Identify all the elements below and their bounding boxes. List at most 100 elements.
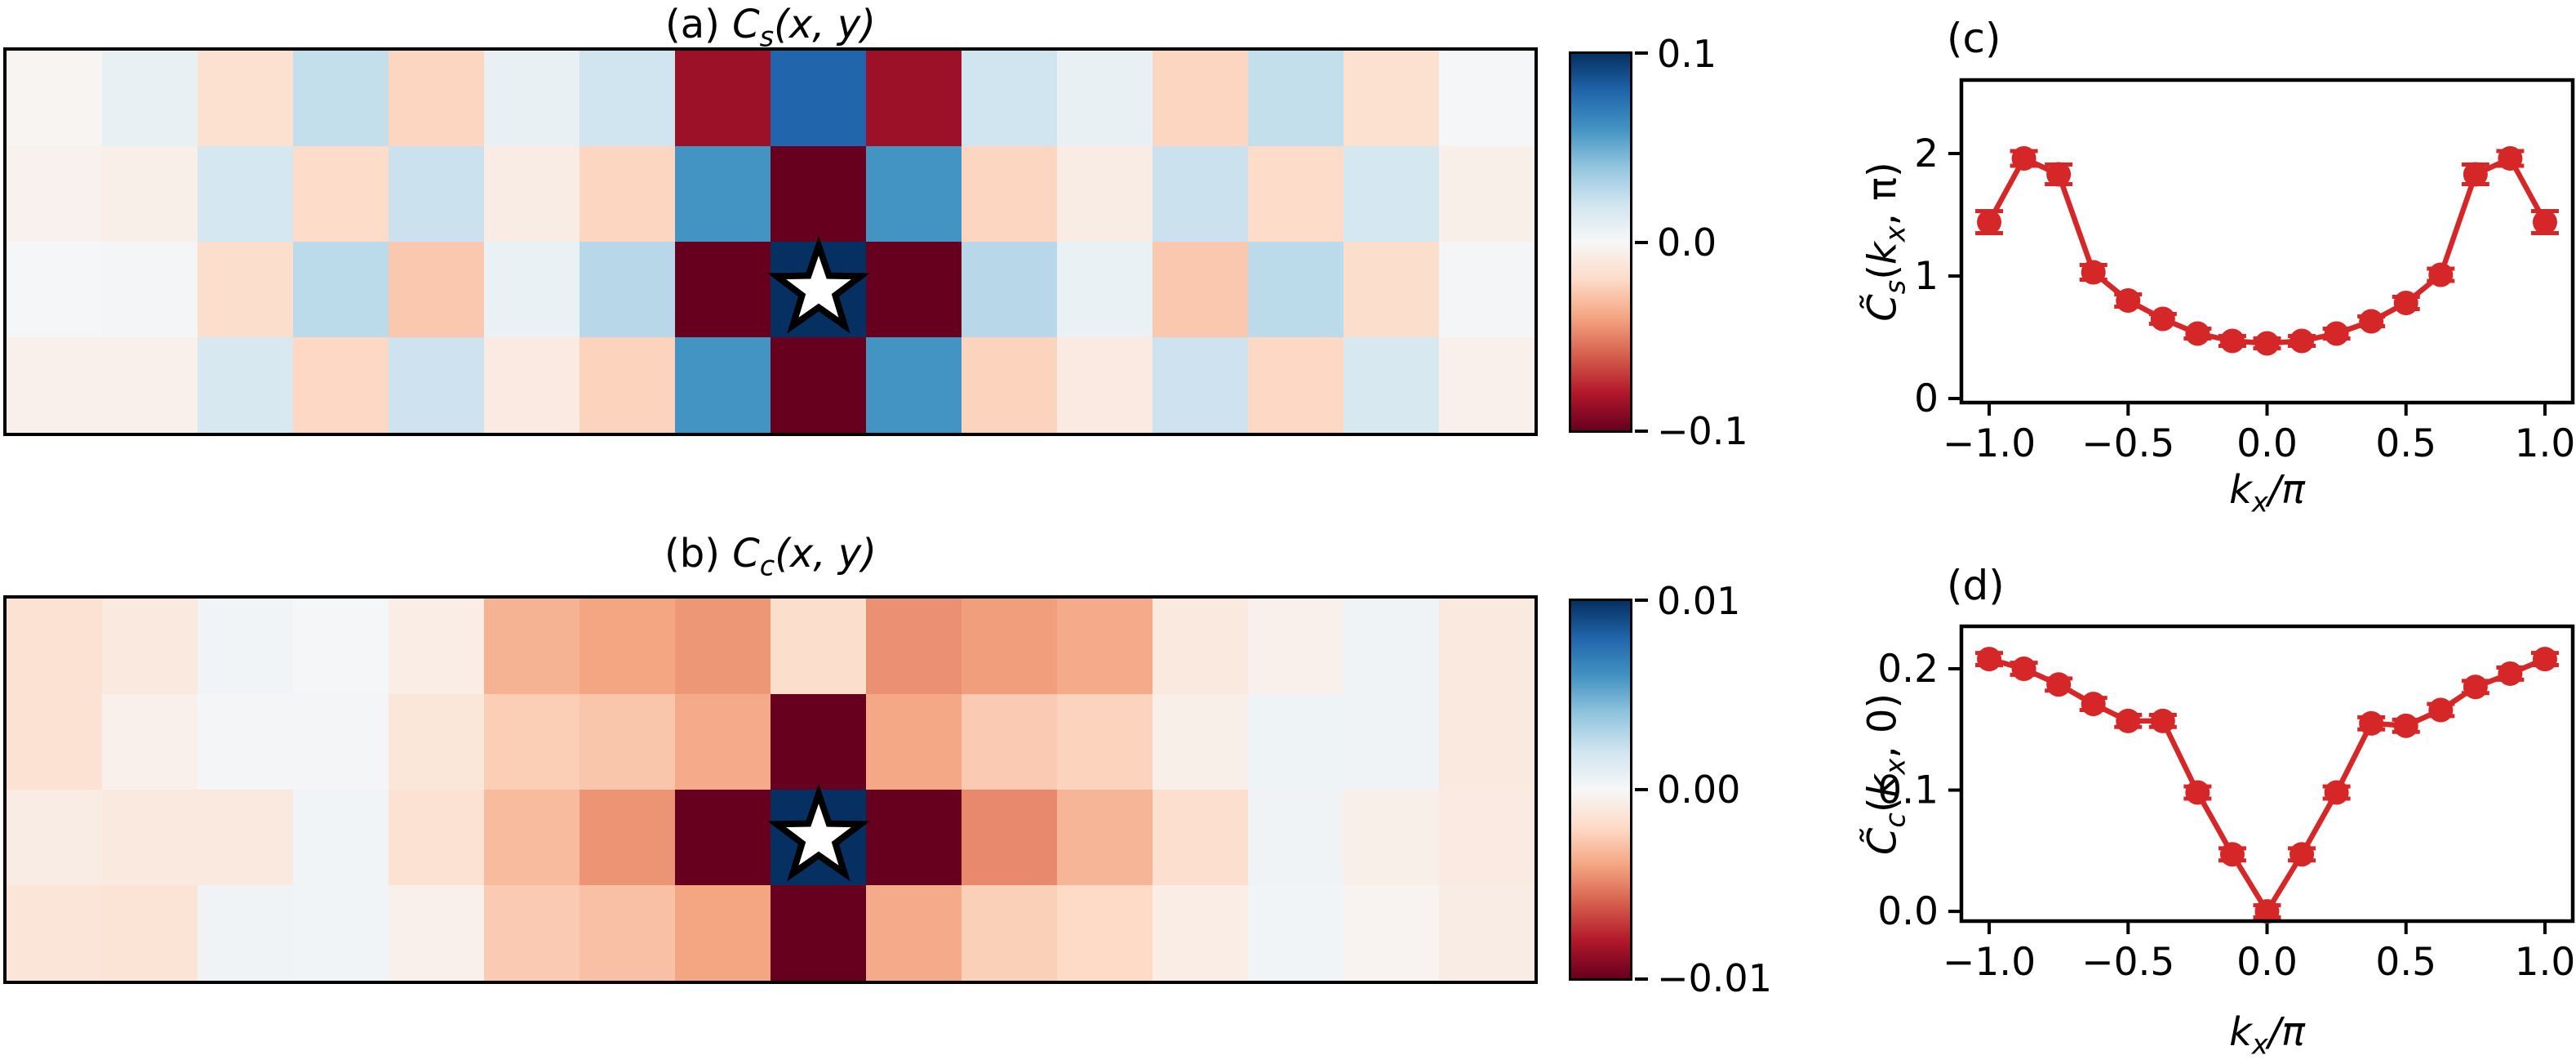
heatmap-cell xyxy=(484,790,580,886)
data-line xyxy=(1988,656,2547,915)
heatmap-cell xyxy=(866,885,962,982)
panel-b-title: (b) Cc(x, y) xyxy=(7,531,1534,582)
plot-box xyxy=(1959,78,2575,405)
heatmap-cell xyxy=(484,885,580,982)
data-point xyxy=(2150,708,2175,733)
data-point xyxy=(2254,899,2280,924)
data-point xyxy=(2116,708,2141,733)
heatmap-cell xyxy=(7,337,103,434)
heatmap-cell xyxy=(962,337,1058,434)
plot-d-ylabel-k: k xyxy=(1859,774,1906,798)
heatmap-cell xyxy=(389,146,485,243)
heatmap-cell xyxy=(1153,790,1249,886)
heatmap-cell xyxy=(198,51,294,147)
data-point xyxy=(2081,260,2106,285)
star-icon xyxy=(766,235,870,334)
heatmap-cell xyxy=(771,146,867,243)
data-point xyxy=(2185,780,2210,805)
plot-d-ylabel-symbol: C̃ xyxy=(1859,827,1906,856)
heatmap-cell xyxy=(102,337,198,434)
plot-d-ylabel-ksub: x xyxy=(1879,758,1912,775)
heatmap-cell xyxy=(198,337,294,434)
plot-d: −1.0 −0.5 0.0 0.5 1.0 0.0 0.1 0.2 xyxy=(1877,624,2576,985)
heatmap-cell xyxy=(962,242,1058,338)
heatmap-cell xyxy=(102,599,198,695)
colorbar-b-gradient xyxy=(1569,599,1632,981)
heatmap-cell xyxy=(389,337,485,434)
heatmap-cell xyxy=(1057,694,1153,790)
heatmap-cell xyxy=(580,694,676,790)
plot-c-xlabel-ksub: x xyxy=(2251,486,2268,519)
plot-d-xlabel-end: /π xyxy=(2267,1009,2305,1055)
data-point xyxy=(2254,331,2280,356)
data-point xyxy=(1977,210,2002,235)
heatmap-cell xyxy=(962,599,1058,695)
heatmap-cell xyxy=(1248,694,1344,790)
heatmap-cell xyxy=(293,790,389,886)
heatmap-cell xyxy=(1248,337,1344,434)
y-tick-label: 1 xyxy=(1914,254,1939,299)
data-point xyxy=(2532,647,2557,672)
heatmap-cell xyxy=(771,51,867,147)
heatmap-cell xyxy=(484,146,580,243)
heatmap-cell xyxy=(1057,337,1153,434)
colorbar-a-label-zero: 0.0 xyxy=(1657,220,1717,265)
data-point xyxy=(2150,306,2175,332)
heatmap-cell xyxy=(580,146,676,243)
plot-d-xlabel: kx/π xyxy=(1961,1009,2573,1061)
star-marker-b xyxy=(766,783,870,892)
heatmap-cell xyxy=(7,51,103,147)
heatmap-cell xyxy=(1153,694,1249,790)
panel-a-title-prefix: (a) xyxy=(665,2,733,47)
plot-d-ylabel-open: ( xyxy=(1859,797,1906,813)
colorbar-b-label-min: −0.01 xyxy=(1657,956,1772,1000)
heatmap-a xyxy=(3,47,1538,436)
heatmap-cell xyxy=(1439,337,1535,434)
heatmap-cell xyxy=(675,694,771,790)
heatmap-cell xyxy=(1439,790,1535,886)
plot-d-ylabel-rest: , 0) xyxy=(1859,692,1906,759)
heatmap-cell xyxy=(675,337,771,434)
star-icon xyxy=(766,783,870,882)
data-point xyxy=(2428,697,2454,723)
heatmap-cell xyxy=(1344,599,1440,695)
heatmap-cell xyxy=(293,694,389,790)
heatmap-cell xyxy=(866,790,962,886)
data-point xyxy=(2081,692,2106,717)
colorbar-b-tick-mid xyxy=(1635,788,1648,791)
heatmap-cell xyxy=(102,790,198,886)
heatmap-cell xyxy=(1439,885,1535,982)
colorbar-a-tick-bottom xyxy=(1635,430,1648,433)
plot-c-ylabel-k: k xyxy=(1859,242,1906,265)
plot-c-ylabel-open: ( xyxy=(1859,265,1906,280)
heatmap-cell xyxy=(7,694,103,790)
panel-a-title: (a) Cs(x, y) xyxy=(7,2,1534,53)
heatmap-cell xyxy=(675,146,771,243)
heatmap-cell xyxy=(866,694,962,790)
heatmap-cell xyxy=(293,337,389,434)
x-tick-label: 1.0 xyxy=(2515,940,2576,985)
heatmap-cell xyxy=(484,599,580,695)
panel-b-title-subscript: c xyxy=(759,550,775,582)
data-point xyxy=(2324,780,2349,805)
heatmap-cell xyxy=(1439,51,1535,147)
heatmap-cell xyxy=(866,599,962,695)
heatmap-cell xyxy=(198,242,294,338)
heatmap-b xyxy=(3,595,1538,984)
heatmap-cell xyxy=(962,146,1058,243)
plot-c-ylabel-ksub: x xyxy=(1879,225,1912,243)
data-point xyxy=(2116,288,2141,314)
heatmap-cell xyxy=(580,242,676,338)
heatmap-cell xyxy=(1153,599,1249,695)
plot-c-ylabel-rest: , π) xyxy=(1859,162,1906,226)
colorbar-b xyxy=(1569,599,1648,981)
data-point xyxy=(2498,146,2523,171)
heatmap-cell xyxy=(102,885,198,982)
data-point xyxy=(2046,672,2072,697)
heatmap-cell xyxy=(1057,790,1153,886)
y-tick-label: 0.1 xyxy=(1877,768,1939,813)
heatmap-cell xyxy=(1344,51,1440,147)
x-tick-label: −1.0 xyxy=(1943,421,2036,466)
heatmap-cell xyxy=(962,885,1058,982)
